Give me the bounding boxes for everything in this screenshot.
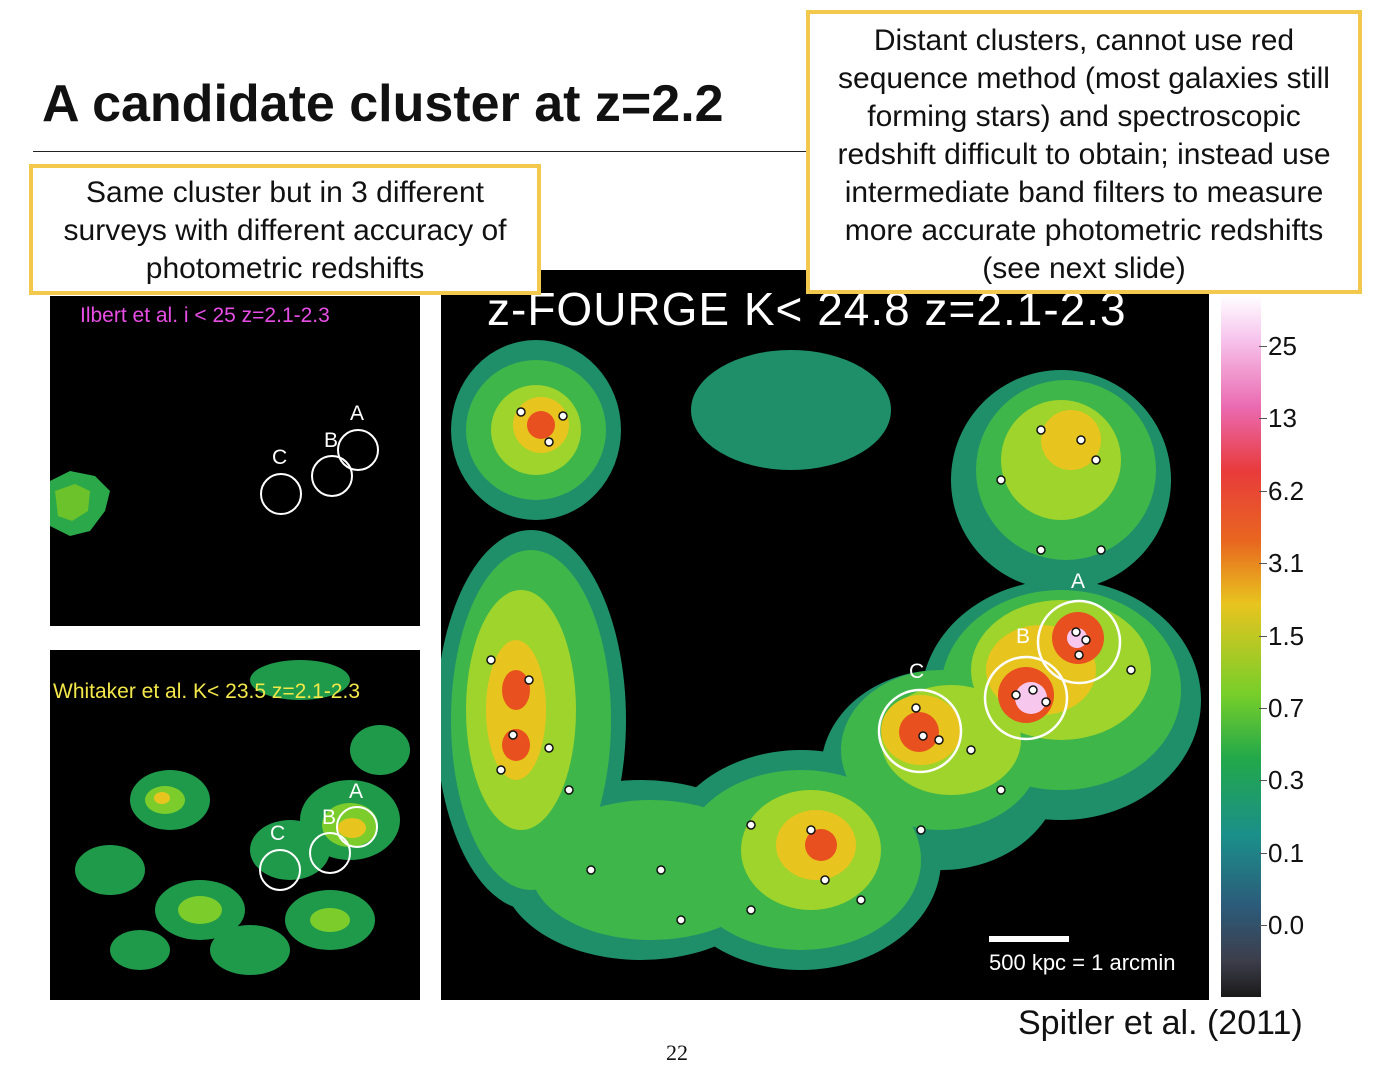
ilbert-panel: Ilbert et al. i < 25 z=2.1-2.3 A B C xyxy=(50,296,420,626)
whitaker-circle-label-c: C xyxy=(270,822,286,845)
zfourge-circle-label-b: B xyxy=(1016,625,1031,648)
ilbert-panel-label: Ilbert et al. i < 25 z=2.1-2.3 xyxy=(80,304,330,327)
colorbar-tick-label: 0.1 xyxy=(1268,837,1305,868)
colorbar-tick-label: 13 xyxy=(1268,403,1297,434)
scale-bar xyxy=(989,936,1069,942)
method-explanation-callout: Distant clusters, cannot use red sequenc… xyxy=(806,10,1362,294)
ilbert-circle-label-c: C xyxy=(272,446,288,469)
colorbar-tick-mark xyxy=(1259,708,1267,709)
title-divider xyxy=(33,151,823,152)
colorbar-tick-label: 3.1 xyxy=(1268,548,1305,579)
zfourge-panel: z-FOURGE K< 24.8 z=2.1-2.3 A B C 500 kpc… xyxy=(441,270,1209,1000)
ilbert-circle-label-b: B xyxy=(324,429,339,452)
colorbar-tick-mark xyxy=(1259,925,1267,927)
density-colorbar xyxy=(1221,295,1261,997)
whitaker-density-map xyxy=(75,660,410,975)
colorbar-tick-mark xyxy=(1259,635,1267,637)
ilbert-density-map xyxy=(50,429,379,536)
scale-bar-label: 500 kpc = 1 arcmin xyxy=(989,950,1176,975)
colorbar-tick-label: 25 xyxy=(1268,331,1297,361)
colorbar-tick-mark xyxy=(1259,563,1267,565)
surveys-comparison-callout: Same cluster but in 3 different surveys … xyxy=(29,164,541,295)
whitaker-panel: Whitaker et al. K< 23.5 z=2.1-2.3 A B C xyxy=(50,650,420,1000)
colorbar-tick-label: 0.3 xyxy=(1268,765,1305,796)
colorbar-tick-mark xyxy=(1259,852,1267,854)
whitaker-circle-label-b: B xyxy=(322,806,337,829)
citation: Spitler et al. (2011) xyxy=(1018,1004,1303,1042)
colorbar-tick-label: 1.5 xyxy=(1268,620,1305,651)
whitaker-circle-label-a: A xyxy=(349,780,364,803)
colorbar-tick-mark xyxy=(1259,490,1267,492)
zfourge-circle-label-a: A xyxy=(1071,570,1086,593)
colorbar-tick-mark xyxy=(1259,346,1267,347)
zfourge-circle-label-c: C xyxy=(909,660,925,683)
colorbar-tick-mark xyxy=(1259,780,1267,782)
colorbar-tick-label: 0.0 xyxy=(1268,910,1305,941)
ilbert-circle-label-a: A xyxy=(350,402,365,425)
slide-title: A candidate cluster at z=2.2 xyxy=(42,75,724,133)
zfourge-density-map xyxy=(441,340,1201,970)
page-number: 22 xyxy=(666,1040,688,1065)
colorbar-tick-mark xyxy=(1259,418,1267,420)
colorbar-tick-label: 6.2 xyxy=(1268,475,1305,506)
whitaker-panel-label: Whitaker et al. K< 23.5 z=2.1-2.3 xyxy=(53,680,361,703)
colorbar-tick-label: 0.7 xyxy=(1268,693,1305,723)
